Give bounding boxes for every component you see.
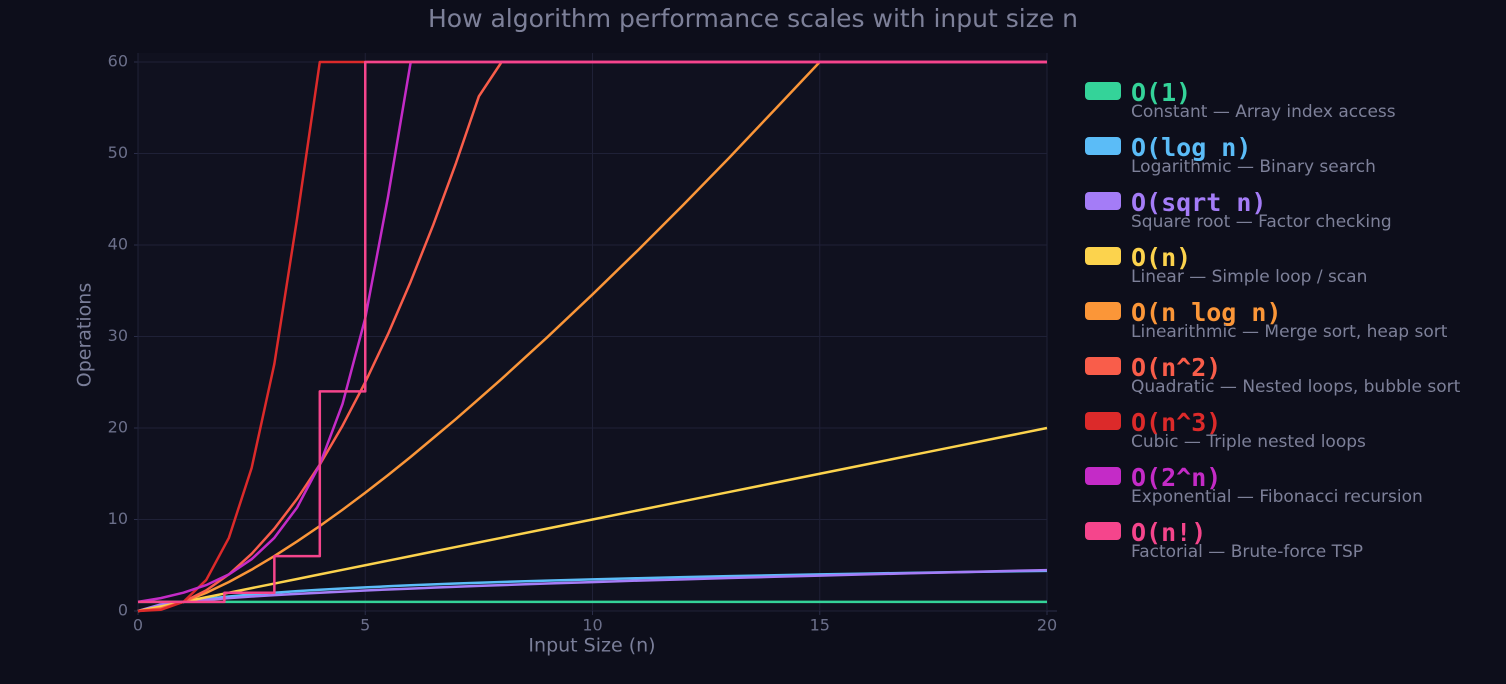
series-line: [137, 568, 1048, 613]
legend-label: O(1): [1131, 78, 1191, 107]
legend-swatch: [1085, 137, 1121, 155]
x-tick-label: 5: [360, 616, 370, 635]
y-axis-label: Operations: [74, 283, 96, 387]
y-tick-label: 20: [108, 418, 128, 437]
y-tick-label: 60: [108, 52, 128, 71]
legend-swatch: [1085, 247, 1121, 265]
y-tick-label: 30: [108, 326, 128, 345]
legend-description: Logarithmic — Binary search: [1131, 157, 1376, 177]
x-tick-label: 0: [133, 616, 143, 635]
y-tick-label: 0: [118, 601, 128, 620]
legend-label: O(n^3): [1131, 408, 1221, 437]
legend-label: O(n): [1131, 243, 1191, 272]
legend-description: Quadratic — Nested loops, bubble sort: [1131, 377, 1461, 397]
legend-label: O(2^n): [1131, 463, 1221, 492]
legend-description: Square root — Factor checking: [1131, 212, 1392, 232]
legend-description: Linear — Simple loop / scan: [1131, 267, 1367, 287]
legend-swatch: [1085, 467, 1121, 485]
legend-swatch: [1085, 412, 1121, 430]
legend-label: O(sqrt n): [1131, 188, 1266, 217]
x-tick-label: 20: [1037, 616, 1057, 635]
legend-swatch: [1085, 302, 1121, 320]
legend-label: O(n log n): [1131, 298, 1282, 327]
legend-description: Cubic — Triple nested loops: [1131, 432, 1366, 452]
legend-description: Factorial — Brute-force TSP: [1131, 542, 1363, 562]
legend-swatch: [1085, 357, 1121, 375]
y-tick-label: 50: [108, 143, 128, 162]
legend-swatch: [1085, 522, 1121, 540]
x-axis-label: Input Size (n): [528, 635, 655, 657]
series-line: [138, 60, 1047, 604]
y-tick-label: 40: [108, 235, 128, 254]
legend-swatch: [1085, 82, 1121, 100]
x-tick-label: 15: [810, 616, 830, 635]
legend-label: O(n^2): [1131, 353, 1221, 382]
legend-swatch: [1085, 192, 1121, 210]
series-line: [137, 426, 1048, 613]
y-tick-label: 10: [108, 509, 128, 528]
legend-label: O(n!): [1131, 518, 1206, 547]
chart-subtitle: How algorithm performance scales with in…: [428, 4, 1078, 33]
legend-label: O(log n): [1131, 133, 1251, 162]
legend-description: Exponential — Fibonacci recursion: [1131, 487, 1423, 507]
legend-description: Constant — Array index access: [1131, 102, 1396, 122]
x-tick-label: 10: [582, 616, 602, 635]
legend-description: Linearithmic — Merge sort, heap sort: [1131, 322, 1448, 342]
